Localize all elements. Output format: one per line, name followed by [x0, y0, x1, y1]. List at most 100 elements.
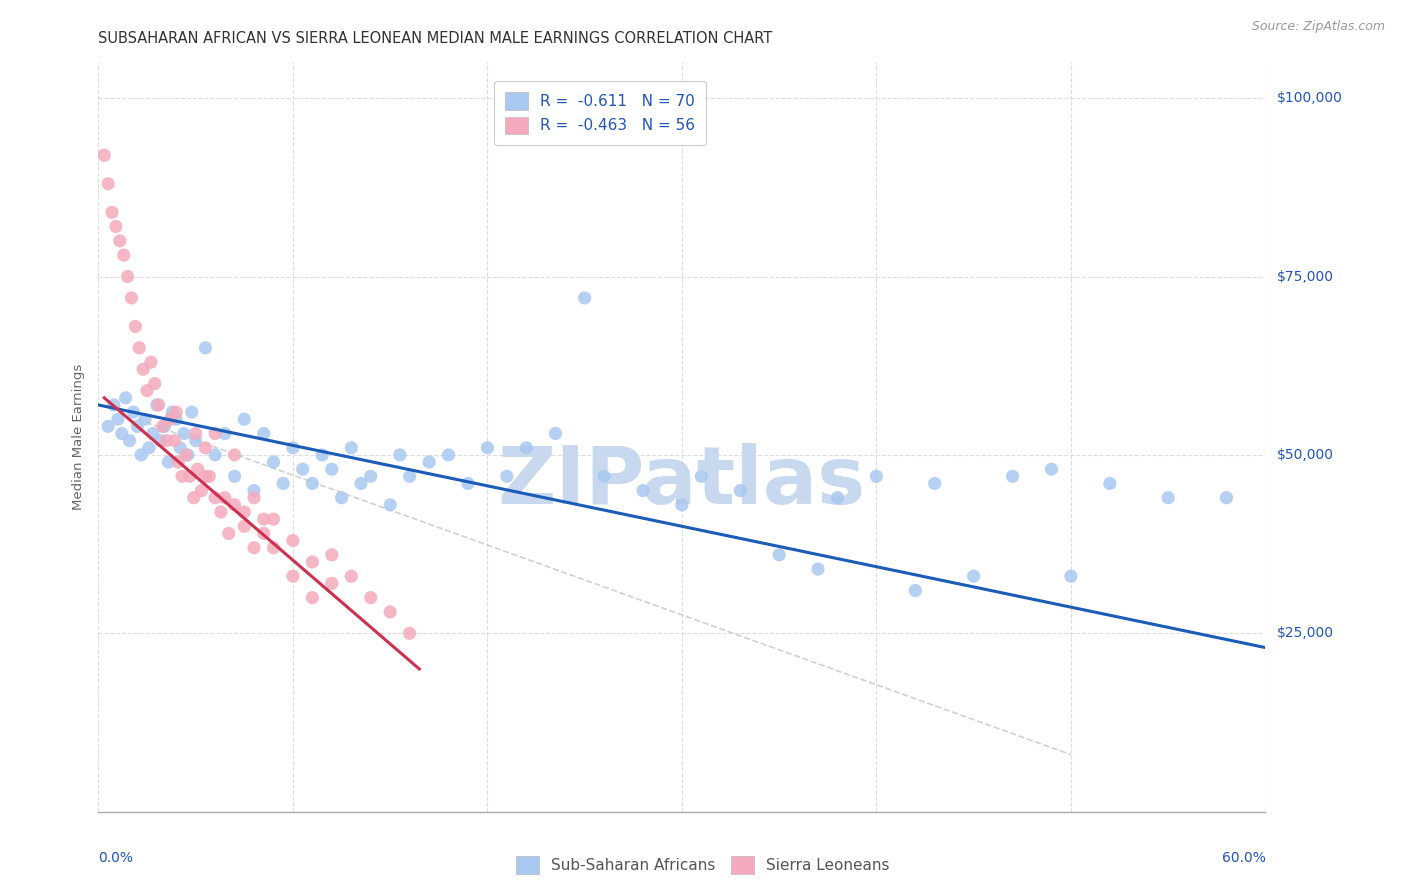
Point — [163, 434, 186, 448]
Point — [153, 419, 176, 434]
Point — [340, 569, 363, 583]
Point — [730, 483, 752, 498]
Text: $50,000: $50,000 — [1277, 448, 1333, 462]
Point — [143, 376, 166, 391]
Point — [169, 441, 191, 455]
Point — [134, 412, 156, 426]
Point — [204, 448, 226, 462]
Point — [157, 455, 180, 469]
Point — [179, 469, 201, 483]
Point — [139, 355, 162, 369]
Point — [167, 455, 190, 469]
Point — [690, 469, 713, 483]
Point — [142, 426, 165, 441]
Point — [262, 512, 284, 526]
Point — [148, 398, 170, 412]
Point — [398, 469, 420, 483]
Point — [904, 583, 927, 598]
Point — [190, 483, 212, 498]
Point — [214, 426, 236, 441]
Point — [194, 469, 217, 483]
Point — [173, 426, 195, 441]
Point — [233, 519, 256, 533]
Point — [127, 419, 149, 434]
Point — [262, 455, 284, 469]
Point — [149, 434, 172, 448]
Point — [136, 384, 159, 398]
Point — [198, 469, 221, 483]
Point — [398, 626, 420, 640]
Text: $100,000: $100,000 — [1277, 91, 1343, 105]
Point — [1098, 476, 1121, 491]
Text: Source: ZipAtlas.com: Source: ZipAtlas.com — [1251, 20, 1385, 33]
Point — [301, 555, 323, 569]
Legend: Sub-Saharan Africans, Sierra Leoneans: Sub-Saharan Africans, Sierra Leoneans — [510, 850, 896, 880]
Point — [224, 498, 246, 512]
Point — [281, 569, 304, 583]
Point — [243, 483, 266, 498]
Point — [183, 491, 205, 505]
Point — [418, 455, 440, 469]
Point — [184, 426, 207, 441]
Point — [388, 448, 411, 462]
Legend: R =  -0.611   N = 70, R =  -0.463   N = 56: R = -0.611 N = 70, R = -0.463 N = 56 — [495, 81, 706, 145]
Point — [104, 219, 127, 234]
Point — [457, 476, 479, 491]
Point — [218, 526, 240, 541]
Point — [170, 469, 193, 483]
Point — [152, 419, 174, 434]
Point — [350, 476, 373, 491]
Point — [321, 548, 343, 562]
Point — [768, 548, 790, 562]
Point — [97, 419, 120, 434]
Point — [243, 491, 266, 505]
Point — [93, 148, 115, 162]
Point — [155, 434, 177, 448]
Point — [330, 491, 353, 505]
Point — [128, 341, 150, 355]
Point — [138, 441, 160, 455]
Point — [1215, 491, 1237, 505]
Point — [962, 569, 984, 583]
Point — [515, 441, 537, 455]
Point — [194, 441, 217, 455]
Point — [224, 448, 246, 462]
Point — [233, 412, 256, 426]
Point — [477, 441, 499, 455]
Point — [107, 412, 129, 426]
Point — [253, 426, 276, 441]
Point — [544, 426, 567, 441]
Point — [321, 462, 343, 476]
Point — [162, 405, 184, 419]
Point — [101, 205, 124, 219]
Point — [118, 434, 141, 448]
Point — [311, 448, 333, 462]
Point — [496, 469, 519, 483]
Point — [165, 405, 187, 419]
Text: $75,000: $75,000 — [1277, 269, 1333, 284]
Point — [159, 412, 181, 426]
Point — [165, 412, 187, 426]
Point — [253, 526, 276, 541]
Point — [671, 498, 693, 512]
Point — [1001, 469, 1024, 483]
Point — [121, 291, 143, 305]
Point — [301, 591, 323, 605]
Point — [129, 448, 152, 462]
Point — [1040, 462, 1063, 476]
Point — [112, 248, 135, 262]
Text: ZIPatlas: ZIPatlas — [498, 443, 866, 521]
Point — [114, 391, 136, 405]
Point — [209, 505, 232, 519]
Y-axis label: Median Male Earnings: Median Male Earnings — [72, 364, 86, 510]
Text: 0.0%: 0.0% — [98, 851, 134, 864]
Point — [1060, 569, 1083, 583]
Point — [124, 319, 146, 334]
Point — [1157, 491, 1180, 505]
Point — [865, 469, 887, 483]
Point — [574, 291, 596, 305]
Point — [437, 448, 460, 462]
Point — [262, 541, 284, 555]
Point — [97, 177, 120, 191]
Point — [177, 448, 200, 462]
